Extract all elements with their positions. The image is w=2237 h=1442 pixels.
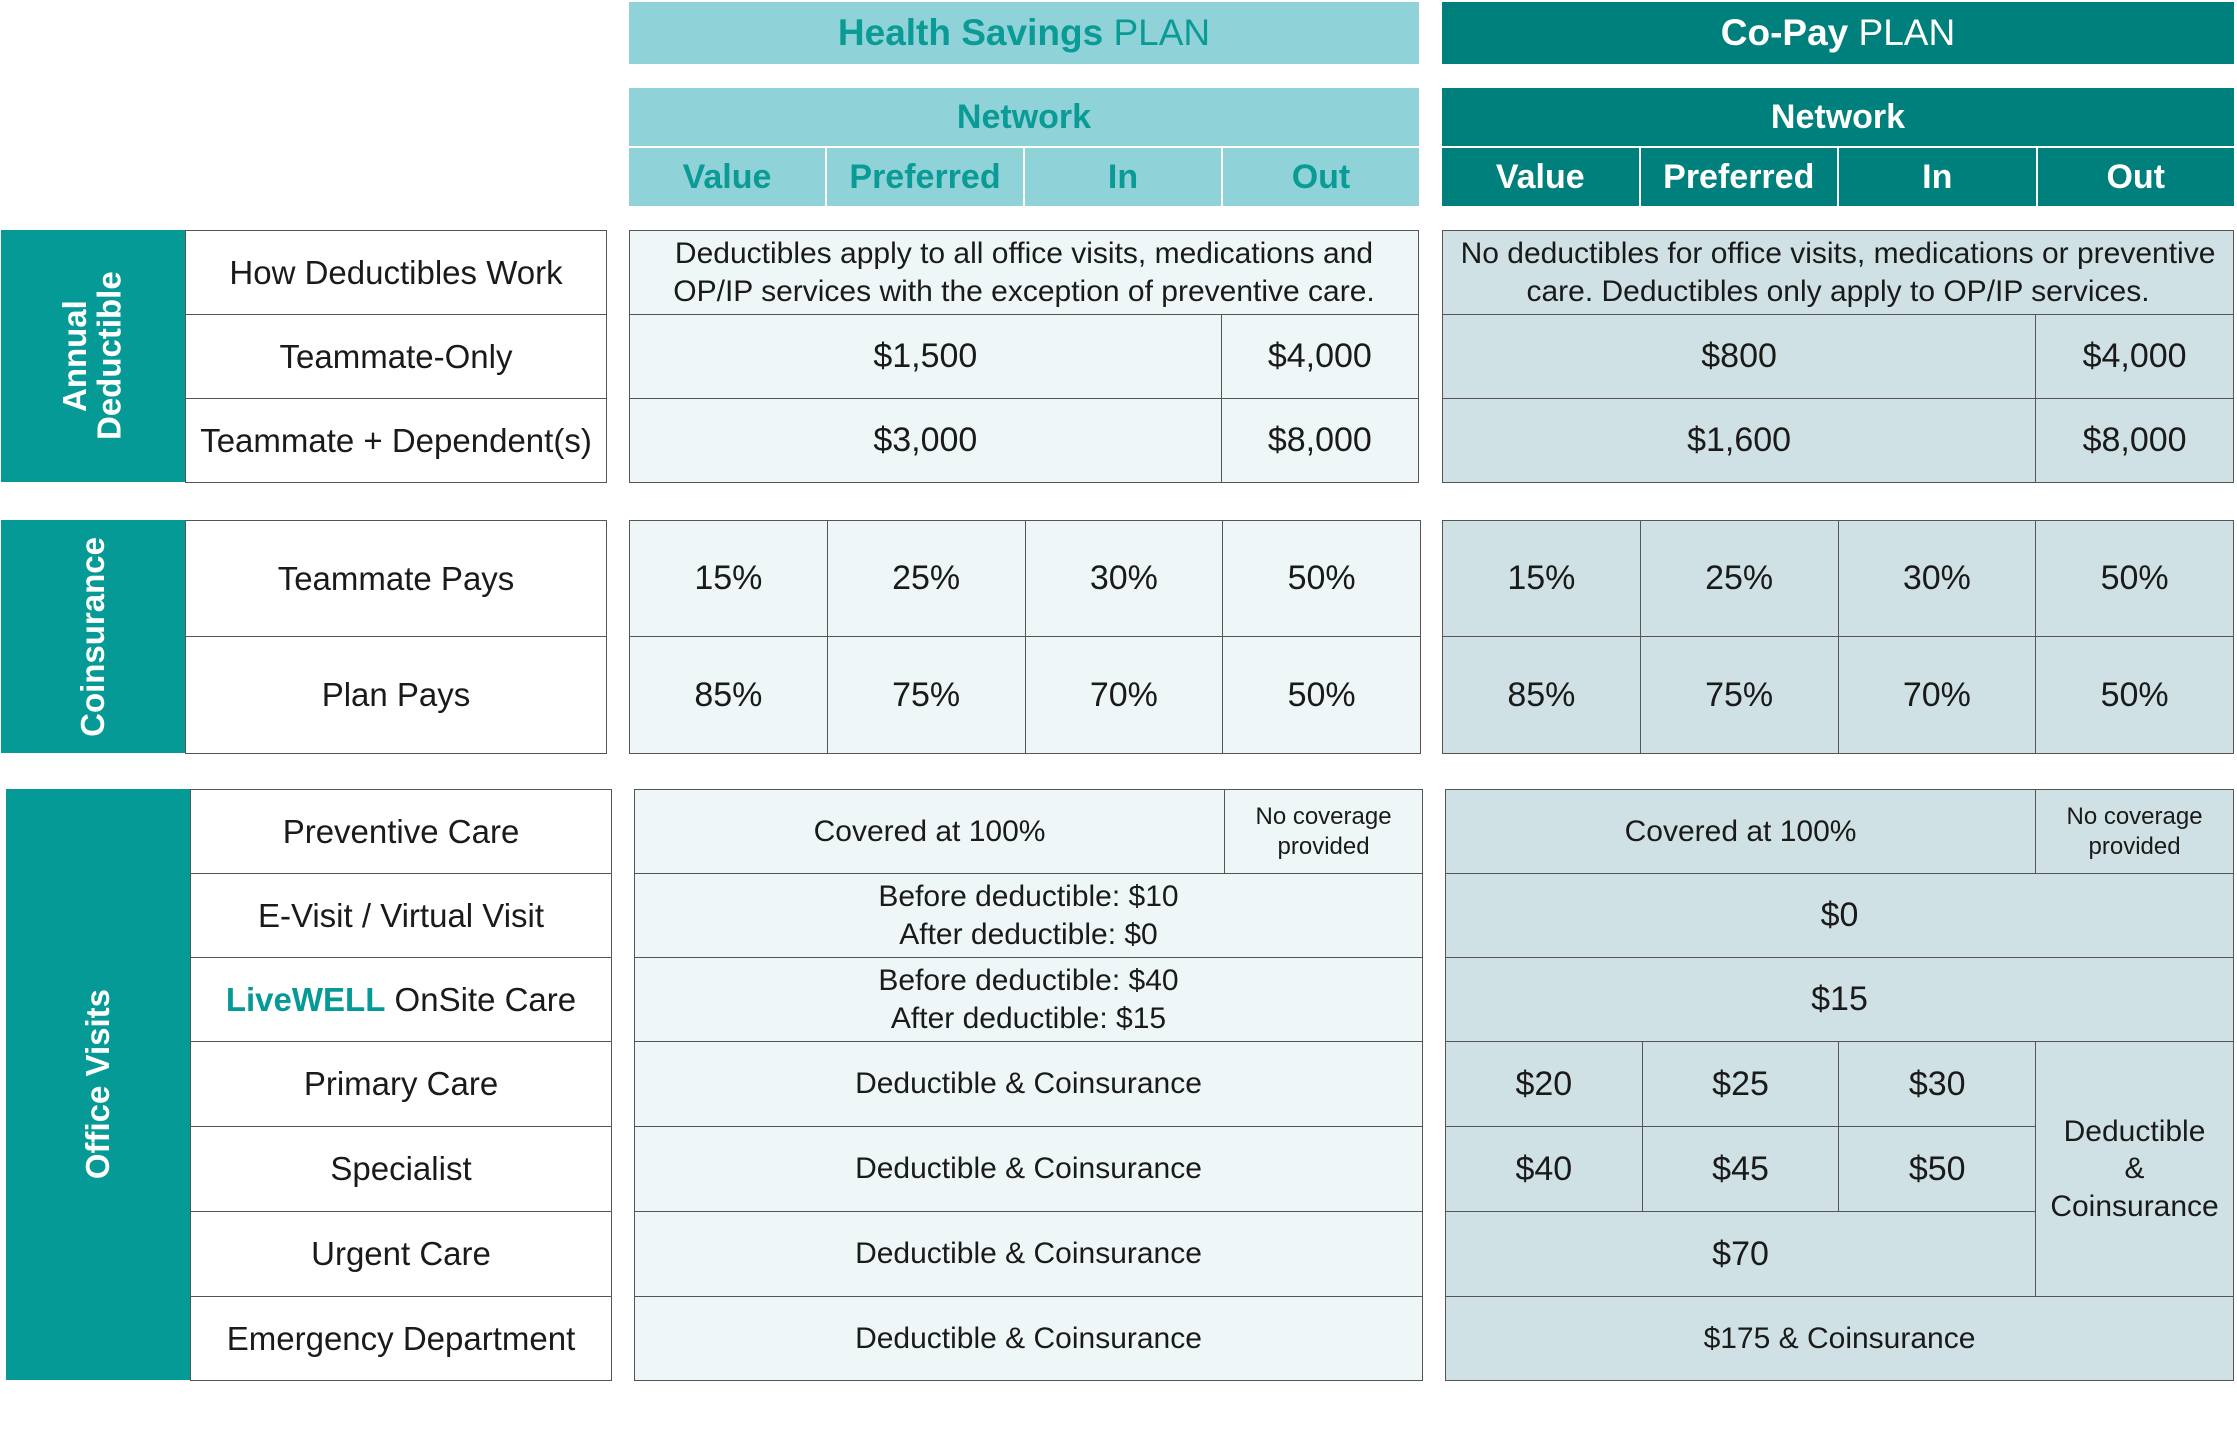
hsa-coinsurance-table: 15% 25% 30% 50% 85% 75% 70% 50% (629, 520, 1421, 754)
hsa-col-value: Value (682, 157, 772, 196)
hsa-office-table: Covered at 100% No coverage provided Befo… (633, 789, 1423, 1381)
hsa-evisit: Before deductible: $10 After deductible: … (634, 873, 1423, 958)
row-label-plan-pays: Plan Pays (185, 636, 607, 754)
copay-livewell: $15 (1445, 957, 2234, 1042)
copay-teammate-value: 15% (1442, 520, 1641, 637)
copay-plan-out: 50% (2035, 636, 2234, 754)
copay-plan-title: Co-Pay PLAN (1442, 2, 2234, 64)
hsa-col-in: In (1023, 148, 1221, 206)
copay-teammate-only-in: $800 (1441, 314, 2037, 399)
copay-deductible-table: No deductibles for office visits, medica… (1441, 230, 2234, 483)
row-label-preventive: Preventive Care (190, 789, 612, 874)
row-label-how-deductibles: How Deductibles Work (185, 230, 607, 315)
copay-preventive-out: No coverage provided (2035, 789, 2234, 874)
hsa-network-header: Network (629, 88, 1419, 146)
hsa-column-headers: Value Preferred In Out (629, 148, 1419, 206)
hsa-plan-preferred: 75% (826, 636, 1026, 754)
copay-teammate-in: 30% (1837, 520, 2037, 637)
copay-primary-in: $30 (1838, 1041, 2037, 1127)
copay-urgent: $70 (1444, 1211, 2037, 1297)
copay-evisit: $0 (1445, 873, 2234, 958)
hsa-dependents-in: $3,000 (629, 398, 1222, 483)
copay-specialist-in: $50 (1838, 1126, 2037, 1212)
hsa-plan-out: 50% (1222, 636, 1421, 754)
hsa-plan-in: 70% (1024, 636, 1224, 754)
row-label-urgent: Urgent Care (190, 1211, 612, 1297)
hsa-urgent: Deductible & Coinsurance (634, 1211, 1423, 1297)
row-label-teammate-pays: Teammate Pays (185, 520, 607, 637)
copay-coinsurance-table: 15% 25% 30% 50% 85% 75% 70% 50% (1442, 520, 2234, 754)
hsa-col-out: Out (1221, 148, 1419, 206)
hsa-emergency: Deductible & Coinsurance (634, 1296, 1423, 1381)
hsa-preventive-out: No coverage provided (1224, 789, 1423, 874)
hsa-deductible-table: Deductibles apply to all office visits, … (629, 230, 1420, 483)
hsa-teammate-only-in: $1,500 (629, 314, 1222, 399)
copay-plan-in: 70% (1837, 636, 2037, 754)
copay-preventive: Covered at 100% (1444, 789, 2037, 874)
row-label-teammate-dependents: Teammate + Dependent(s) (185, 398, 607, 483)
hsa-plan-name: Health Savings (837, 12, 1104, 53)
hsa-how-deductibles: Deductibles apply to all office visits, … (629, 230, 1419, 315)
copay-teammate-out: 50% (2035, 520, 2234, 637)
hsa-primary: Deductible & Coinsurance (634, 1041, 1423, 1127)
copay-teammate-preferred: 25% (1639, 520, 1839, 637)
hsa-plan-title: Health Savings PLAN (629, 2, 1419, 64)
section-office-visits: Office Visits (6, 789, 190, 1380)
hsa-livewell: Before deductible: $40 After deductible: … (634, 957, 1423, 1042)
copay-dependents-in: $1,600 (1441, 398, 2037, 483)
copay-teammate-only-out: $4,000 (2035, 314, 2234, 399)
copay-specialist-value: $40 (1445, 1126, 1643, 1212)
copay-col-preferred: Preferred (1638, 148, 1838, 206)
office-visit-labels: Preventive Care E-Visit / Virtual Visit … (190, 789, 612, 1381)
copay-plan-word: PLAN (1858, 12, 1956, 53)
copay-primary-value: $20 (1445, 1041, 1643, 1127)
hsa-plan-word: PLAN (1113, 12, 1211, 53)
copay-col-out: Out (2035, 148, 2235, 206)
copay-network-header: Network (1442, 88, 2234, 146)
hsa-col-preferred: Preferred (825, 148, 1023, 206)
row-label-teammate-only: Teammate-Only (185, 314, 607, 399)
section-annual-deductible: Annual Deductible (1, 230, 185, 482)
copay-col-in: In (1837, 148, 2036, 206)
hsa-teammate-only-out: $4,000 (1220, 314, 1420, 399)
copay-plan-value: 85% (1442, 636, 1641, 754)
coinsurance-labels: Teammate Pays Plan Pays (185, 520, 607, 754)
copay-col-value: Value (1495, 157, 1585, 196)
hsa-preventive: Covered at 100% (633, 789, 1226, 874)
hsa-teammate-in: 30% (1024, 520, 1224, 637)
row-label-emergency: Emergency Department (190, 1296, 612, 1381)
copay-office-table: Covered at 100% No coverage provided $0 $… (1444, 789, 2234, 1381)
copay-plan-name: Co-Pay (1720, 12, 1849, 53)
copay-emergency: $175 & Coinsurance (1445, 1296, 2234, 1381)
copay-dependents-out: $8,000 (2035, 398, 2234, 483)
livewell-brand: LiveWELL (225, 980, 386, 1018)
row-label-livewell: LiveWELL OnSite Care (190, 957, 612, 1042)
copay-specialist-preferred: $45 (1641, 1126, 1840, 1212)
row-label-primary: Primary Care (190, 1041, 612, 1127)
hsa-specialist: Deductible & Coinsurance (634, 1126, 1423, 1212)
hsa-teammate-out: 50% (1222, 520, 1421, 637)
copay-out-deductible-coinsurance: Deductible & Coinsurance (2035, 1041, 2234, 1297)
hsa-plan-value: 85% (629, 636, 828, 754)
copay-primary-preferred: $25 (1641, 1041, 1840, 1127)
copay-plan-preferred: 75% (1639, 636, 1839, 754)
deductible-labels: How Deductibles Work Teammate-Only Teamm… (185, 230, 607, 483)
section-coinsurance: Coinsurance (1, 520, 185, 753)
row-label-evisit: E-Visit / Virtual Visit (190, 873, 612, 958)
copay-column-headers: Value Preferred In Out (1442, 148, 2234, 206)
copay-how-deductibles: No deductibles for office visits, medica… (1442, 230, 2234, 315)
hsa-dependents-out: $8,000 (1220, 398, 1420, 483)
hsa-teammate-preferred: 25% (826, 520, 1026, 637)
hsa-teammate-value: 15% (629, 520, 828, 637)
row-label-specialist: Specialist (190, 1126, 612, 1212)
